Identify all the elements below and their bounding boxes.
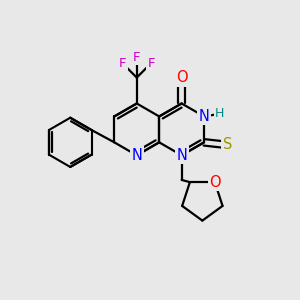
Text: F: F [119, 57, 126, 70]
Text: H: H [215, 107, 224, 120]
Text: N: N [176, 148, 187, 163]
Text: O: O [176, 70, 188, 85]
Text: F: F [133, 51, 140, 64]
Text: N: N [131, 148, 142, 163]
Text: F: F [147, 57, 155, 70]
Text: O: O [209, 175, 221, 190]
Text: S: S [223, 137, 232, 152]
Text: N: N [199, 109, 209, 124]
